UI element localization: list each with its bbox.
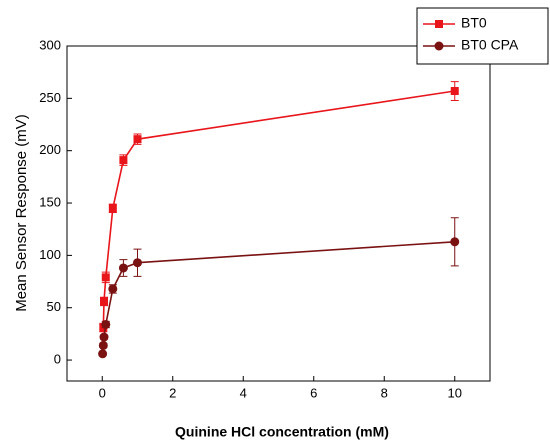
data-point [101, 319, 111, 329]
x-tick-label: 2 [169, 385, 176, 400]
legend-marker [434, 41, 444, 51]
x-tick-label: 4 [240, 385, 247, 400]
data-point [133, 135, 142, 144]
data-point [119, 156, 128, 165]
legend-box [416, 7, 549, 65]
legend-label: BT0 [461, 15, 487, 31]
series-line [101, 240, 455, 354]
data-point [98, 340, 108, 350]
data-point [99, 332, 109, 342]
y-tick-label: 100 [39, 247, 61, 262]
x-tick-label: 6 [310, 385, 317, 400]
y-axis-label: Mean Sensor Response (mV) [13, 114, 30, 312]
data-point [101, 273, 110, 282]
y-tick-label: 250 [39, 90, 61, 105]
legend-marker [435, 20, 443, 28]
legend-label: BT0 CPA [461, 37, 519, 53]
x-axis-label: Quinine HCl concentration (mM) [175, 424, 389, 440]
x-tick-label: 0 [99, 385, 106, 400]
data-point [108, 284, 118, 294]
data-point [98, 349, 108, 359]
y-tick-label: 300 [39, 37, 61, 52]
y-tick-label: 0 [54, 352, 61, 367]
y-tick-label: 50 [47, 299, 61, 314]
data-point [450, 237, 460, 247]
x-tick-label: 10 [448, 385, 462, 400]
x-tick-label: 8 [381, 385, 388, 400]
plot-frame [66, 45, 491, 382]
y-tick-label: 150 [39, 194, 61, 209]
data-point [133, 258, 142, 268]
data-point [100, 297, 109, 306]
series-line [102, 90, 455, 328]
data-point [108, 204, 117, 213]
data-point [450, 87, 459, 96]
data-point [118, 263, 128, 273]
y-tick-label: 200 [39, 142, 61, 157]
